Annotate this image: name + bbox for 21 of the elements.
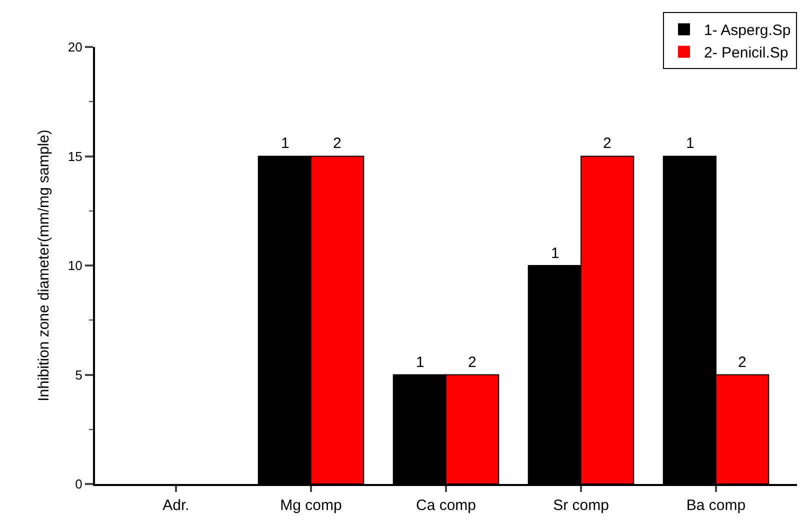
annotation: 2	[738, 354, 746, 371]
y-tick-label: 5	[75, 367, 82, 382]
legend-label: 1- Asperg.Sp	[704, 22, 791, 40]
y-tick-label: 20	[68, 40, 82, 55]
annotation: 1	[551, 245, 560, 262]
y-tick-label: 15	[68, 148, 82, 164]
x-tick-label: Ba comp	[686, 497, 746, 514]
x-tick-label: Sr comp	[553, 497, 609, 514]
legend-label: 2- Penicil.Sp	[704, 44, 788, 62]
annotation: 2	[468, 354, 476, 371]
annotation: 1	[281, 135, 290, 152]
annotation: 1	[686, 135, 694, 152]
x-tick-label: Ca comp	[416, 497, 476, 514]
x-tick-label: Adr.	[162, 497, 190, 514]
x-tick-label: Mg comp	[280, 497, 342, 514]
y-tick-label: 0	[75, 476, 82, 492]
annotation: 2	[333, 135, 342, 152]
y-axis-title: Inhibition zone diameter(mm/mg sample)	[36, 130, 53, 402]
y-tick-label: 10	[68, 258, 82, 274]
annotation: 1	[416, 354, 424, 371]
annotation: 2	[603, 135, 612, 152]
